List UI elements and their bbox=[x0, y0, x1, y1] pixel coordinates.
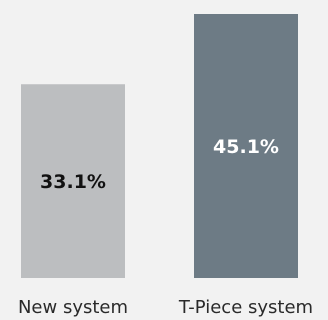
category-label-1: New system bbox=[18, 297, 128, 318]
bar-2 bbox=[194, 14, 298, 278]
bar-value-label-2: 45.1% bbox=[213, 136, 279, 158]
category-label-2: T-Piece system bbox=[178, 297, 313, 318]
category-labels-group: New system T-Piece system bbox=[18, 297, 313, 318]
bar-value-label-1: 33.1% bbox=[40, 171, 106, 193]
value-labels-group: 33.1% 45.1% bbox=[40, 136, 279, 193]
bar-1 bbox=[21, 84, 125, 279]
bars-group bbox=[21, 14, 298, 279]
